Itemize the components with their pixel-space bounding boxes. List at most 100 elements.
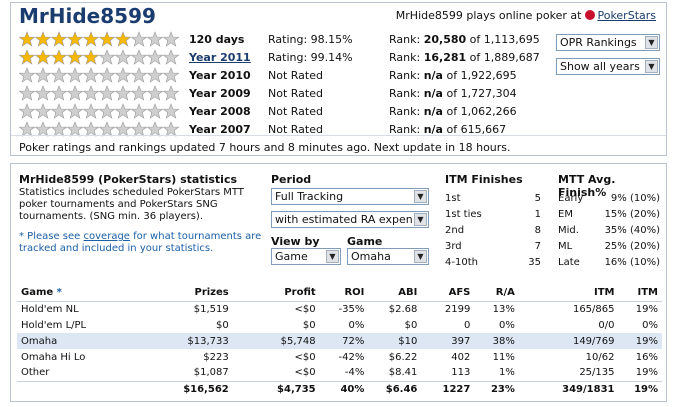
col-abi[interactable]: ABI: [368, 285, 422, 302]
period-rows: 120 days Rating: 98.15% Rank: 20,580 of 1,…: [19, 31, 659, 139]
table-row[interactable]: Hold'em L/PL $0 $0 0% $0 0 0% 0/0 0%: [17, 317, 662, 333]
years-select-value: Show all years: [560, 60, 640, 73]
rank-suffix: of 1,062,266: [446, 105, 517, 118]
cell-roi: 0%: [348, 319, 365, 331]
star-icon: [67, 31, 83, 47]
pokerstars-link[interactable]: PokerStars: [597, 9, 656, 22]
col-afs[interactable]: AFS: [421, 285, 475, 302]
period-row: Year 2011 Rating: 99.14% Rank: 16,281 of 1…: [19, 49, 659, 67]
itm-finish-place: 3rd: [445, 241, 462, 252]
rank-suffix: of 1,727,304: [446, 87, 517, 100]
table-row[interactable]: Hold'em NL $1,519 <$0 -35% $2.68 2199 13% 165/8…: [17, 301, 662, 317]
period-select[interactable]: Full Tracking ▼: [271, 188, 429, 205]
period-row: Year 2009 Not Rated Rank: n/a of 1,727,304: [19, 85, 659, 103]
cell-itm-pct: 19%: [635, 303, 658, 315]
itm-finish-place: 2nd: [445, 225, 465, 236]
star-icon: [67, 67, 83, 83]
cell-profit: <$0: [294, 351, 316, 363]
period-label: Year 2009: [189, 87, 251, 100]
game-select[interactable]: Omaha ▼: [347, 248, 429, 265]
period-label: Year 2010: [189, 69, 251, 82]
star-icon: [131, 85, 147, 101]
table-row[interactable]: Omaha $13,733 $5,748 72% $10 397 38% 149/769 19%: [17, 333, 662, 349]
rank-prefix: Rank:: [389, 33, 421, 46]
star-icon: [51, 31, 67, 47]
rating-stars: [19, 31, 179, 47]
mtt-avg-title: MTT Avg. Finish%: [558, 173, 616, 199]
total-abi: $6.46: [368, 380, 422, 397]
cell-afs: 0: [463, 319, 471, 331]
period-select-value: Full Tracking: [275, 190, 344, 203]
star-icon: [99, 31, 115, 47]
years-select[interactable]: Show all years ▼: [556, 58, 660, 75]
star-icon: [19, 67, 35, 83]
mtt-avg-row: Mid. 35% (40%): [558, 225, 660, 241]
mtt-avg-value: 35% (40%): [604, 225, 660, 236]
col-profit[interactable]: Profit: [232, 285, 320, 302]
col-ra[interactable]: R/A: [474, 285, 519, 302]
star-icon: [19, 85, 35, 101]
plays-at-text: MrHide8599 plays online poker at PokerSta…: [396, 9, 656, 22]
star-icon: [51, 103, 67, 119]
star-icon: [147, 103, 163, 119]
period-label[interactable]: Year 2011: [189, 51, 251, 64]
plays-label: MrHide8599 plays online poker at: [395, 9, 582, 22]
col-itm-pct[interactable]: ITM: [618, 285, 662, 302]
itm-finish-count: 8: [534, 225, 541, 236]
cell-afs: 113: [451, 367, 471, 379]
col-game[interactable]: Game *: [17, 285, 176, 302]
star-icon: [67, 85, 83, 101]
table-body: Hold'em NL $1,519 <$0 -35% $2.68 2199 13% 165/8…: [17, 301, 662, 397]
table-row[interactable]: Omaha Hi Lo $223 <$0 -42% $6.22 402 11% 10/62 16…: [17, 349, 662, 365]
coverage-note-pre: * Please see: [19, 231, 84, 242]
star-icon: [99, 67, 115, 83]
ra-select[interactable]: with estimated RA expen ▼: [271, 211, 429, 228]
period-rank: Rank: 16,281 of 1,889,687: [389, 51, 540, 64]
coverage-note: * Please see coverage for what tournamen…: [19, 231, 264, 255]
stats-description: Statistics includes scheduled PokerStars…: [19, 187, 244, 222]
viewby-select[interactable]: Game ▼: [271, 248, 341, 265]
star-icon: [131, 121, 147, 137]
col-itm-count[interactable]: ITM: [518, 285, 619, 302]
chevron-down-icon: ▼: [326, 250, 339, 263]
star-icon: [115, 121, 131, 137]
period-rating: Rating: 99.14%: [268, 51, 353, 64]
chevron-down-icon: ▼: [414, 250, 427, 263]
period-rank: Rank: n/a of 615,667: [389, 123, 506, 136]
star-icon: [67, 103, 83, 119]
ra-select-value: with estimated RA expen: [275, 213, 413, 226]
coverage-link[interactable]: coverage: [83, 231, 130, 242]
itm-finish-row: 2nd 8: [445, 225, 541, 241]
mtt-avg-value: 9% (10%): [610, 193, 660, 204]
mtt-avg-stage: ML: [558, 241, 573, 252]
itm-finish-count: 5: [534, 193, 541, 204]
col-roi[interactable]: ROI: [319, 285, 369, 302]
star-icon: [115, 103, 131, 119]
itm-finish-count: 35: [528, 257, 541, 268]
rank-prefix: Rank:: [389, 87, 421, 100]
itm-finish-row: 1st ties 1: [445, 209, 541, 225]
star-icon: [131, 103, 147, 119]
rank-prefix: Rank:: [389, 123, 421, 136]
total-prizes: $16,562: [175, 380, 233, 397]
rank-suffix: of 1,889,687: [469, 51, 540, 64]
star-icon: [51, 49, 67, 65]
chevron-down-icon: ▼: [414, 213, 427, 226]
period-label: 120 days: [189, 33, 245, 46]
star-icon: [163, 85, 179, 101]
period-rating: Not Rated: [268, 123, 323, 136]
chevron-down-icon: ▼: [414, 190, 427, 203]
star-icon: [35, 103, 51, 119]
rankings-select[interactable]: OPR Rankings ▼: [556, 34, 660, 51]
table-row[interactable]: Other $1,087 <$0 -4% $8.41 113 1% 25/135 19%: [17, 365, 662, 381]
table-header-row: Game * Prizes Profit ROI ABI AFS R/A ITM…: [17, 285, 662, 302]
mtt-avg-row: Late 16% (10%): [558, 257, 660, 273]
cell-prizes: $223: [203, 351, 229, 363]
star-icon: [147, 121, 163, 137]
col-prizes[interactable]: Prizes: [175, 285, 233, 302]
cell-afs: 402: [451, 351, 471, 363]
star-icon: [115, 85, 131, 101]
mtt-avg-stage: Late: [558, 257, 580, 268]
col-game-label: Game: [21, 287, 54, 299]
rankings-select-value: OPR Rankings: [560, 36, 637, 49]
